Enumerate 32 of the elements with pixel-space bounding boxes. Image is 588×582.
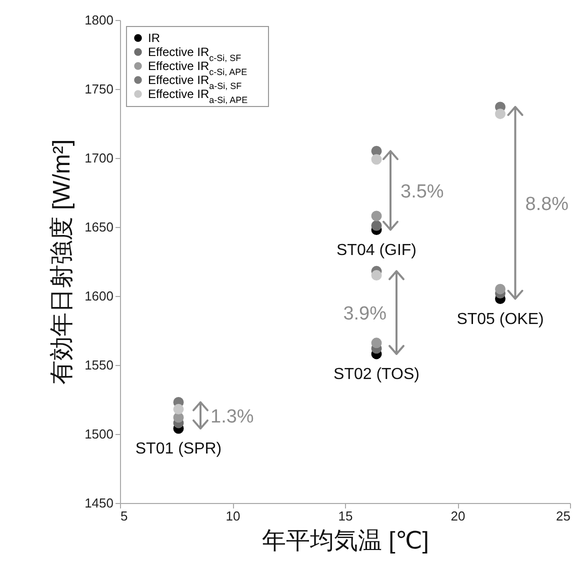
annotation: 3.5% (400, 181, 444, 202)
annotation: ST05 (OKE) (456, 310, 544, 328)
y-tick-label: 1750 (84, 82, 114, 96)
y-tick-label: 1450 (84, 496, 114, 510)
x-tick-label: 10 (226, 508, 240, 524)
point (371, 210, 382, 222)
y-tick-label: 1600 (84, 288, 114, 304)
annotation: 8.8% (525, 194, 569, 215)
annotation: ST02 (TOS) (334, 366, 420, 383)
annotation: 1.3% (210, 406, 254, 428)
x-tick-label: 5 (120, 508, 128, 524)
y-tick-label: 1700 (84, 150, 114, 166)
annotation: ST04 (GIF) (336, 242, 417, 259)
x-axis-title: 年平均気温 [℃] (262, 528, 429, 554)
point (495, 284, 506, 294)
annotation: ST01 (SPR) (135, 440, 222, 458)
legend-label: IR (148, 31, 160, 45)
x-tick-label: 25 (556, 508, 570, 524)
y-tick-label: 1800 (84, 12, 114, 28)
y-tick-label: 1500 (84, 426, 114, 442)
y-tick-label: 1550 (84, 358, 114, 372)
x-tick-label: 20 (450, 508, 466, 524)
point (371, 154, 382, 165)
point (173, 404, 184, 414)
point (495, 108, 506, 120)
y-axis-title: 有効年日射強度 [W/m²] (48, 139, 76, 385)
annotation: 3.9% (343, 304, 387, 325)
point (371, 220, 382, 231)
x-tick-label: 15 (338, 508, 353, 524)
y-tick-label: 1650 (84, 220, 114, 234)
point (371, 338, 382, 348)
point (371, 270, 382, 281)
